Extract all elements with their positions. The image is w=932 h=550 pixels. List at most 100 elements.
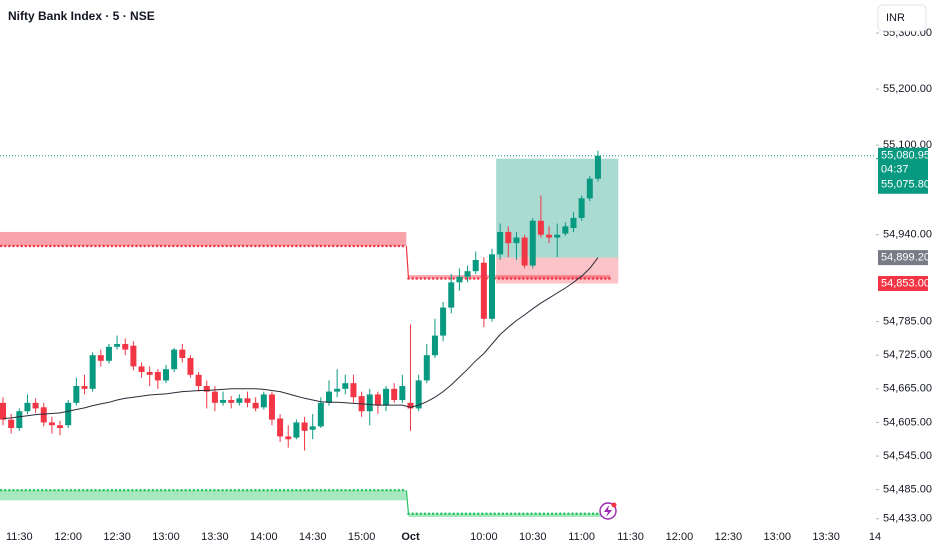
currency-box[interactable]: [877, 4, 927, 32]
candle-body: [326, 391, 332, 403]
candle-body: [407, 402, 414, 409]
candle-body: [334, 388, 341, 392]
x-tick-label: 13:30: [812, 531, 840, 543]
y-tick-label: 54,940.00: [883, 229, 932, 241]
candle-body: [586, 178, 593, 199]
candle-body: [350, 383, 357, 398]
candle-body: [513, 237, 520, 244]
y-tick-label: 54,433.00: [883, 513, 932, 525]
x-tick-label: 10:30: [519, 531, 547, 543]
y-tick-label: 54,665.00: [883, 383, 932, 395]
plot-area: [0, 150, 876, 518]
candle-body: [268, 394, 275, 420]
candle-body: [195, 374, 202, 387]
candle-body: [146, 372, 153, 375]
moving-average: [2, 257, 599, 419]
candle-body: [374, 394, 381, 406]
candle-body: [537, 220, 544, 235]
y-tick-label: 54,785.00: [883, 315, 932, 327]
chart-title: Nifty Bank Index · 5 · NSE: [8, 9, 155, 23]
candle-body: [309, 426, 316, 430]
candle-body: [570, 217, 577, 229]
candle-body: [415, 380, 422, 409]
candle-body: [57, 425, 64, 429]
y-tick-label: 55,200.00: [883, 83, 932, 95]
stop-price: 54,853.00: [881, 277, 930, 289]
x-tick-label: 11:00: [568, 531, 595, 543]
candle-body: [252, 402, 259, 409]
candle-body: [342, 383, 349, 389]
candle-body: [285, 436, 292, 440]
candle-body: [293, 422, 300, 438]
position-loss: [496, 257, 619, 284]
candle-body: [366, 394, 373, 412]
candle-body: [187, 358, 194, 375]
candle-body: [301, 422, 308, 431]
candle-body: [65, 402, 72, 426]
x-tick-label: 15:00: [348, 531, 376, 543]
candle-body: [163, 369, 169, 381]
lightning-icon[interactable]: [599, 502, 617, 520]
support-link: [405, 490, 410, 514]
candle-body: [203, 386, 210, 392]
icon-bolt[interactable]: [604, 505, 612, 517]
x-tick-label: 12:00: [666, 531, 694, 543]
candle-body: [594, 155, 601, 179]
y-tick-label: 54,605.00: [883, 416, 932, 428]
countdown: 04:37: [881, 164, 909, 176]
x-tick-label: 14: [869, 531, 881, 543]
candle-body: [260, 394, 267, 408]
candle-body: [440, 307, 447, 336]
price-axis: 55,300.0055,200.0055,100.0054,940.0054,7…: [6, 27, 932, 543]
stop-price-box: [878, 275, 928, 291]
candle-body: [423, 355, 430, 381]
candle-body: [32, 402, 39, 409]
candle-body: [472, 259, 479, 272]
support-band: [0, 490, 407, 501]
candle-body: [391, 388, 398, 401]
candle-body: [40, 407, 47, 423]
ma-price: 54,899.20: [881, 252, 930, 264]
candle-body: [456, 276, 463, 283]
candle-body: [578, 198, 585, 218]
candle-body: [138, 366, 145, 373]
resistance-band: [408, 275, 611, 279]
icon-dot[interactable]: [611, 502, 617, 508]
currency[interactable]: INR: [886, 12, 905, 24]
current-box: [878, 147, 928, 194]
x-tick-label: 11:30: [6, 531, 33, 543]
candle-body: [24, 402, 31, 412]
x-tick-label: 14:00: [250, 531, 278, 543]
candle-body: [431, 335, 438, 356]
candle-body: [220, 400, 227, 403]
candle-body: [497, 231, 504, 255]
candle-body: [81, 386, 88, 389]
candle-body: [154, 372, 161, 381]
candle-body: [228, 400, 235, 403]
candle-body: [73, 386, 80, 403]
candle-body: [0, 402, 6, 420]
target-price: 55,075.80: [881, 179, 930, 191]
candle-body: [383, 388, 390, 406]
x-tick-label: 10:00: [470, 531, 498, 543]
candle-body: [562, 226, 569, 234]
candle-body: [317, 402, 324, 427]
candle-body: [529, 220, 536, 266]
candle-body: [211, 391, 218, 403]
candle-body: [16, 411, 23, 429]
x-tick-label: 12:30: [715, 531, 743, 543]
candle-body: [97, 355, 104, 361]
candle-body: [277, 418, 284, 437]
candle-body: [105, 346, 112, 361]
y-tick-label: 54,725.00: [883, 349, 932, 361]
candle-body: [122, 343, 129, 350]
candle-body: [489, 254, 495, 319]
candle-body: [130, 345, 137, 367]
candle-body: [171, 349, 178, 370]
candle-body: [505, 231, 512, 244]
candle-body: [399, 386, 406, 401]
x-tick-label: 14:30: [299, 531, 327, 543]
x-tick-label: 12:30: [103, 531, 131, 543]
x-tick-label: 13:00: [763, 531, 791, 543]
x-tick-label: 12:00: [54, 531, 82, 543]
